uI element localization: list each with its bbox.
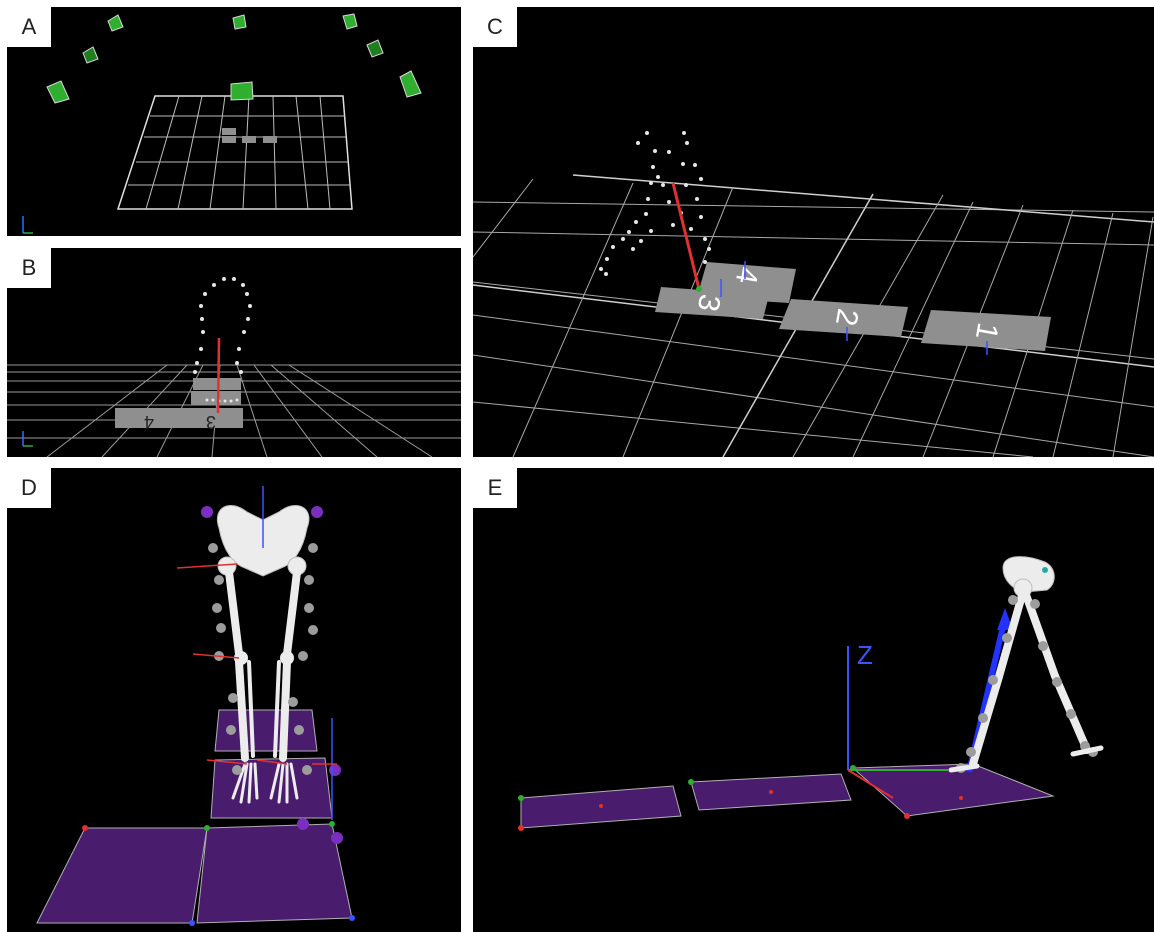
plate-number-3: 3 (206, 412, 216, 432)
global-axes (847, 646, 948, 799)
plate-centers (599, 790, 963, 808)
markers (599, 131, 711, 276)
skeleton-front-view (36, 486, 355, 926)
panel-label-c: C (473, 7, 517, 47)
foot-right (1070, 745, 1104, 757)
plate-number-3: 3 (691, 292, 726, 314)
force-plates (655, 262, 1051, 351)
plate-number-2: 2 (829, 306, 864, 328)
panel-label-d: D (7, 468, 51, 508)
plate-number-4: 4 (144, 412, 154, 432)
origin-axes (22, 216, 33, 234)
leg-bones (225, 568, 301, 762)
panel-e-skeleton-gait: E Z (473, 468, 1154, 932)
panel-a-camera-setup: A (7, 7, 461, 236)
panel-label-b: B (7, 248, 51, 288)
force-plates (520, 763, 1055, 829)
panel-label-a: A (7, 7, 51, 47)
center-of-pressure (696, 286, 702, 292)
panel-c-force-plate-view: C 4 3 (473, 7, 1154, 457)
plate-axes (720, 261, 988, 355)
panel-b-marker-view: B 4 3 (7, 248, 461, 457)
pelvis-marker (1042, 567, 1048, 573)
floor-grid (116, 95, 353, 210)
axis-label-z: Z (857, 640, 873, 670)
force-plate-perspective-view: 4 3 2 1 (473, 131, 1154, 457)
foot-left (948, 763, 980, 773)
plate-number-1: 1 (969, 320, 1004, 342)
skeleton-gait-view: Z (518, 556, 1104, 831)
feet (231, 762, 299, 804)
markers (193, 277, 252, 403)
knee-caps (234, 651, 294, 665)
panel-d-skeleton-front: D (7, 468, 461, 932)
plate-corner-markers (518, 765, 910, 831)
panel-label-e: E (473, 468, 517, 508)
force-vector-head (997, 608, 1013, 630)
floor-grid (473, 174, 1154, 457)
force-vector (671, 182, 701, 290)
motion-cameras (46, 13, 422, 104)
camera-capture-volume-view (22, 13, 422, 234)
plate-corner-markers (82, 821, 355, 926)
plate-number-4: 4 (729, 264, 764, 286)
marker-side-view: 4 3 (7, 277, 461, 457)
markers (956, 595, 1098, 773)
segment-axes (176, 486, 337, 820)
origin-axes (22, 431, 33, 447)
force-plates-large (36, 823, 353, 924)
force-vector (216, 337, 221, 414)
force-plates (115, 378, 243, 428)
force-plates (222, 128, 277, 143)
